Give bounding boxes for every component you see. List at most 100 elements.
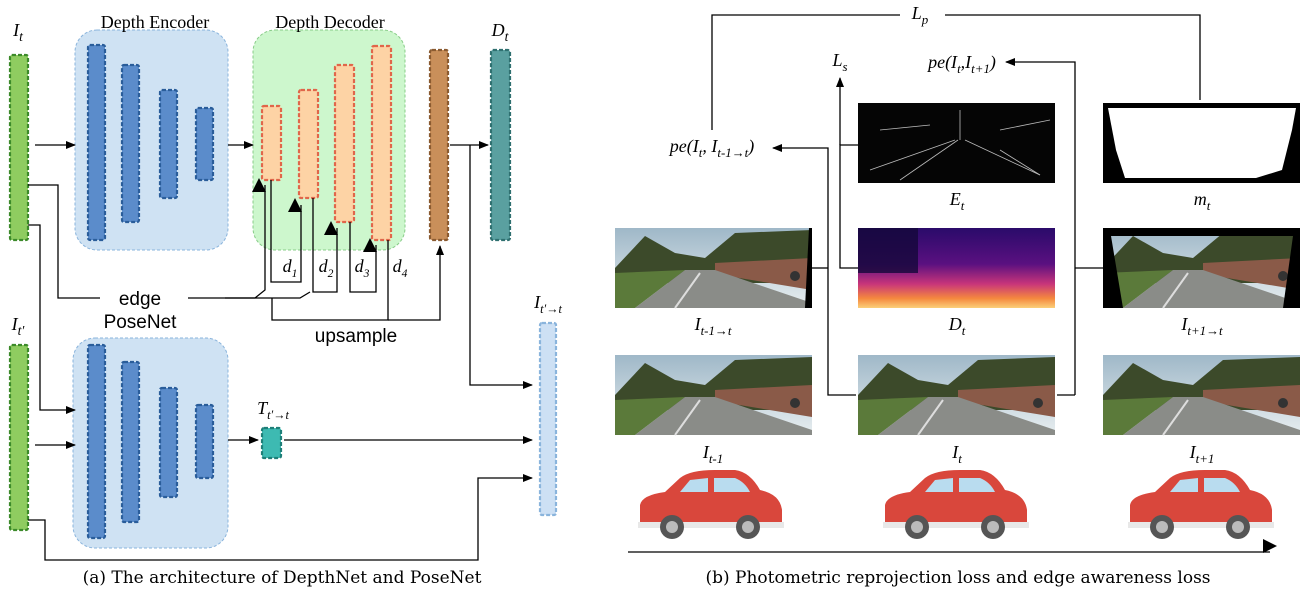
feature-map — [262, 428, 281, 458]
label: Depth Encoder — [101, 12, 209, 32]
math-part: t — [1207, 198, 1211, 213]
math-part: t+1→t — [1187, 323, 1223, 338]
depth-near — [858, 228, 918, 273]
feature-map — [335, 65, 354, 222]
figure: Depth Encoder Depth Decoder It Dt It′ Tt′→t It… — [0, 0, 1309, 594]
feature-map — [122, 362, 139, 522]
math-label: Lp — [911, 3, 929, 27]
math-part: t — [505, 29, 510, 44]
feature-map — [160, 90, 177, 198]
car-hub — [666, 521, 678, 533]
math-part: E — [949, 189, 961, 209]
math-part: t′→t — [540, 302, 562, 316]
math-part: t — [958, 451, 962, 466]
math-label: pe(It,It+1) — [926, 52, 996, 76]
math-label: d1 — [283, 256, 298, 280]
math-part: t-1→t — [701, 323, 732, 338]
math-label: pe(It, It-1→t) — [668, 136, 754, 160]
math-part: m — [1194, 189, 1207, 209]
math-part: ) — [747, 136, 754, 157]
feature-map — [299, 90, 318, 198]
math-label: Et — [949, 189, 965, 213]
math-label: It′ — [11, 314, 26, 338]
car-body — [885, 470, 1027, 525]
car-hub — [987, 521, 999, 533]
math-label: d3 — [355, 256, 370, 280]
math-part: t — [962, 323, 966, 338]
math-label: Tt′→t — [257, 398, 289, 422]
math-part: D — [948, 314, 962, 334]
car-hub — [1156, 521, 1168, 533]
math-label: It+1→t — [1180, 314, 1223, 338]
math-part: 2 — [328, 267, 334, 280]
math-part: L — [911, 3, 922, 23]
math-part: t-1→t — [717, 145, 748, 160]
feature-map — [491, 50, 510, 240]
math-part: t-1 — [709, 451, 723, 466]
layer: Depth Encoder Depth Decoder It Dt It′ Tt′→t It… — [10, 3, 1300, 588]
math-label: Dt — [948, 314, 966, 338]
math-label: It — [12, 20, 24, 44]
math-part: t — [19, 29, 24, 44]
math-part: t — [961, 198, 965, 213]
math-part: s — [842, 59, 847, 74]
photo-cyclist — [790, 398, 800, 408]
photo-cyclist — [1033, 398, 1043, 408]
feature-map — [160, 388, 177, 497]
feature-map — [372, 46, 391, 240]
feature-map — [122, 65, 139, 222]
connector — [28, 225, 75, 410]
math-part: t′ — [18, 323, 26, 338]
photo-cyclist — [790, 271, 800, 281]
feature-map — [88, 345, 105, 538]
connector — [225, 292, 310, 298]
feature-map — [10, 345, 28, 530]
math-part: pe(I — [668, 136, 700, 157]
car-hub — [1232, 521, 1244, 533]
math-part: ) — [989, 52, 996, 73]
label: PoseNet — [104, 312, 178, 333]
math-part: 4 — [402, 267, 408, 280]
car-hub — [742, 521, 754, 533]
math-part: 3 — [363, 267, 370, 280]
car-bumper — [638, 522, 784, 528]
feature-map — [262, 106, 281, 180]
math-part: p — [921, 12, 929, 27]
car-bumper — [883, 522, 1029, 528]
label: Depth Decoder — [275, 12, 384, 32]
car-body — [640, 470, 782, 525]
math-part: D — [491, 20, 505, 40]
feature-map — [430, 50, 448, 240]
math-label: d4 — [393, 256, 408, 280]
mask-valid — [1108, 108, 1296, 178]
math-label: mt — [1194, 189, 1211, 213]
photo-cyclist — [1278, 398, 1288, 408]
label: (b) Photometric reprojection loss and ed… — [705, 568, 1210, 588]
feature-map — [88, 45, 105, 240]
photo-cyclist — [1278, 271, 1288, 281]
car-hub — [911, 521, 923, 533]
label: edge — [119, 289, 161, 310]
math-part: pe(I — [926, 52, 958, 73]
math-label: It+1 — [1189, 442, 1215, 466]
feature-map — [196, 108, 213, 180]
math-label: It-1 — [702, 442, 723, 466]
connector — [840, 145, 858, 268]
label: (a) The architecture of DepthNet and Pos… — [83, 568, 482, 588]
edge-map — [858, 103, 1055, 183]
car-bumper — [1128, 522, 1274, 528]
math-label: Dt — [491, 20, 510, 44]
math-part: L — [831, 50, 842, 70]
car-body — [1130, 470, 1272, 525]
math-part: 1 — [292, 267, 298, 280]
math-part: t+1 — [1196, 451, 1215, 466]
connector — [945, 15, 1200, 100]
connector — [272, 240, 388, 320]
math-label: d2 — [319, 256, 334, 280]
feature-map — [10, 55, 28, 240]
label: upsample — [315, 326, 397, 347]
math-part: , I — [702, 136, 718, 156]
math-label: It′→t — [533, 292, 562, 316]
math-label: It — [951, 442, 962, 466]
math-part: t+1 — [971, 61, 990, 76]
